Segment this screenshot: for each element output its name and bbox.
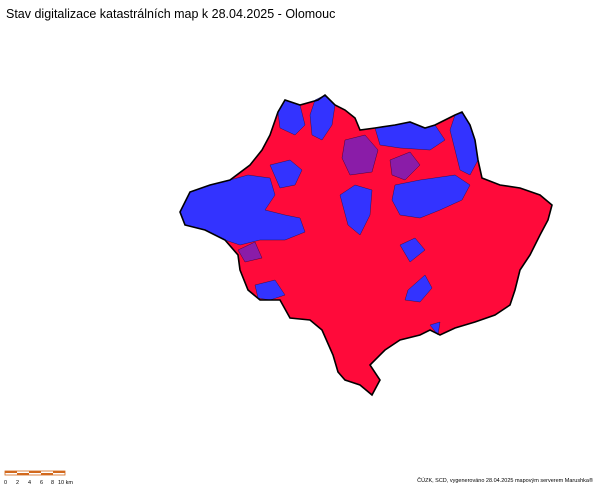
scale-label: 4	[28, 480, 31, 486]
scale-label: 2	[16, 480, 19, 486]
scale-segment	[29, 471, 41, 473]
region-map	[179, 93, 553, 397]
area-blue	[404, 274, 433, 303]
scale-label: 6	[40, 480, 43, 486]
credit: ČÚZK, SCD, vygenerováno 28.04.2025 mapov…	[417, 477, 593, 484]
area-blue	[254, 279, 286, 301]
scale-label: 8	[51, 480, 54, 486]
area-blue	[339, 184, 373, 236]
area-blue	[269, 159, 303, 189]
area-purple	[389, 151, 421, 181]
scale-label: 10 km	[58, 480, 73, 486]
area-purple	[341, 134, 379, 176]
scale-segment	[53, 471, 65, 473]
scale-segment	[41, 473, 53, 475]
scale-label: 0	[4, 480, 7, 486]
scale-bar: 0 2 4 6 8 10 km	[4, 470, 73, 486]
area-blue	[399, 237, 426, 263]
area-purple	[237, 241, 263, 263]
area-blue	[429, 321, 441, 336]
scale-segment	[5, 471, 17, 473]
region-outline	[179, 93, 553, 397]
map-title: Stav digitalizace katastrálních map k 28…	[6, 7, 335, 21]
area-blue	[391, 174, 471, 219]
scale-segment	[17, 473, 29, 475]
